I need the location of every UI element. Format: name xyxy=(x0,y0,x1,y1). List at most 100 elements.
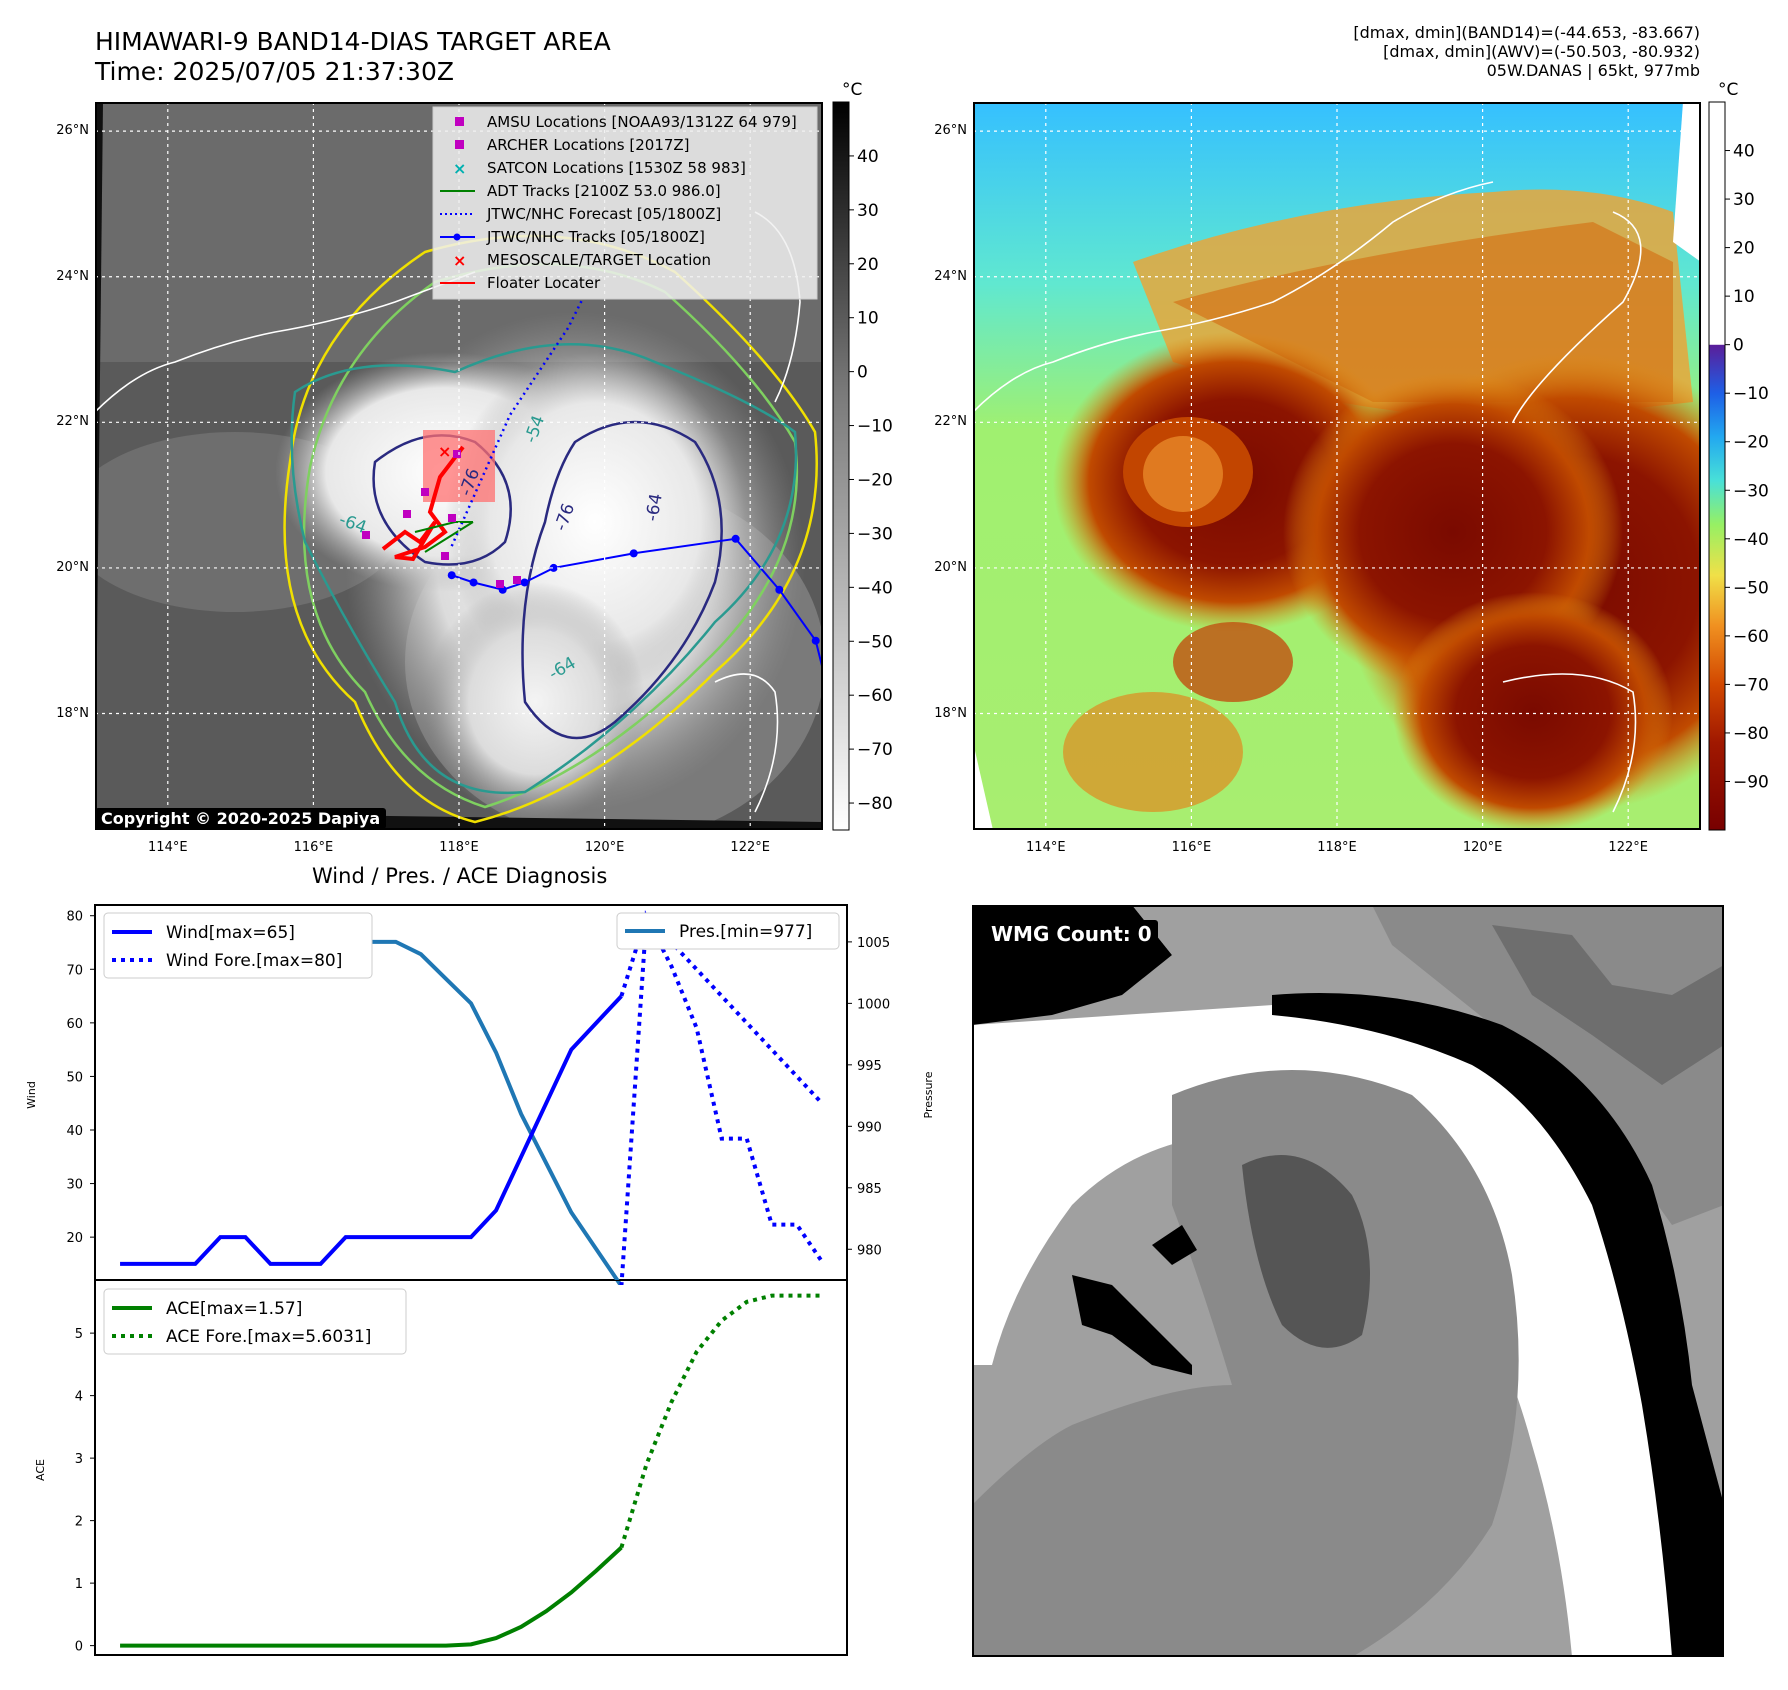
ir-legend-box xyxy=(432,106,818,300)
colorbar-tick-label: −60 xyxy=(1733,627,1769,647)
jtwc-forecast xyxy=(450,298,584,547)
colorbar-tick-label: −40 xyxy=(857,578,893,598)
legend-label: ADT Tracks [2100Z 53.0 986.0] xyxy=(487,182,721,200)
pressure-legend-label: Pres.[min=977] xyxy=(679,922,812,942)
colorbar-tick-label: −50 xyxy=(1733,578,1769,598)
awv-colorbar: °C 40 30 20 10 0 −10 −20 −30 −40 −50 −60 −70 −80 −90 xyxy=(1708,80,1769,831)
wind-tick-label: 50 xyxy=(66,1070,83,1085)
legend-label: SATCON Locations [1530Z 58 983] xyxy=(487,159,746,177)
wmg-panel xyxy=(972,905,1724,1657)
jtwc-track-point xyxy=(731,534,740,543)
ace-tick-label: 2 xyxy=(75,1515,83,1530)
lon-tick-label: 114°E xyxy=(148,840,188,855)
wind-legend: Wind[max=65] Wind Fore.[max=80] xyxy=(103,912,373,979)
pressure-tick-label: 1000 xyxy=(857,997,890,1012)
pressure-tick-label: 1005 xyxy=(857,936,890,951)
ir-mesoscale-target: × xyxy=(438,442,451,461)
contour-teal xyxy=(290,343,798,795)
ace-ylabel: ACE xyxy=(34,1459,47,1481)
pressure-ylabel: Pressure xyxy=(922,1071,935,1118)
ace-tick-label: 3 xyxy=(75,1452,83,1467)
legend-marker: × xyxy=(453,251,466,270)
lon-tick-label: 122°E xyxy=(730,840,770,855)
jtwc-track xyxy=(451,537,823,674)
colorbar-tick-label: 30 xyxy=(1733,190,1755,210)
awv-colorbar-unit: °C xyxy=(1718,80,1738,100)
title-line-2: Time: 2025/07/05 21:37:30Z xyxy=(95,57,454,86)
stats-header: [dmax, dmin](BAND14)=(-44.653, -83.667) … xyxy=(1353,23,1700,80)
wind-ylabel: Wind xyxy=(25,1081,38,1109)
wind-legend-label: Wind[max=65] xyxy=(166,923,295,943)
legend-label: ARCHER Locations [2017Z] xyxy=(487,136,690,154)
legend-label: JTWC/NHC Forecast [05/1800Z] xyxy=(486,205,721,223)
colorbar-tick-label: 30 xyxy=(857,201,879,221)
colorbar-tick-label: −70 xyxy=(857,740,893,760)
lat-tick-label: 22°N xyxy=(56,414,89,430)
wind-tick-label: 20 xyxy=(66,1231,83,1246)
awv-stats: [dmax, dmin](AWV)=(-50.503, -80.932) xyxy=(1383,42,1700,61)
colorbar-tick-label: −80 xyxy=(857,794,893,814)
copyright-badge: Copyright © 2020-2025 Dapiya xyxy=(95,808,387,829)
colorbar-tick-label: −20 xyxy=(1733,433,1769,453)
lon-tick-label: 120°E xyxy=(1462,840,1503,855)
colorbar-tick-label: −30 xyxy=(857,524,893,544)
wind-tick-label: 60 xyxy=(66,1017,83,1032)
lat-tick-label: 18°N xyxy=(934,705,967,721)
colorbar-tick-label: −60 xyxy=(857,686,893,706)
colorbar-tick-label: 20 xyxy=(1733,239,1755,259)
legend-label: AMSU Locations [NOAA93/1312Z 64 979] xyxy=(487,113,797,131)
colorbar-tick-label: −10 xyxy=(1733,384,1769,404)
colorbar-tick-label: −10 xyxy=(857,417,893,437)
lon-tick-label: 114°E xyxy=(1026,840,1066,855)
lat-tick-label: 26°N xyxy=(934,123,967,139)
colorbar-tick-label: 10 xyxy=(1733,287,1755,307)
ir-map-panel: × -64 -76 -54 -76 -64 -64 AMSU Locations… xyxy=(95,102,823,830)
awv-coastline xyxy=(973,181,1494,413)
wmg-count-badge: WMG Count: 0 xyxy=(985,920,1158,948)
wind-pressure-chart: Wind Pressure 20 30 40 50 60 70 80 980 985 990 995… xyxy=(25,904,935,1285)
colorbar-tick-label: 0 xyxy=(1733,336,1744,356)
wind-tick-label: 80 xyxy=(66,910,83,925)
colorbar-tick-label: 40 xyxy=(857,147,879,167)
ir-colorbar-unit: °C xyxy=(842,80,862,100)
coastline-luzon xyxy=(714,673,779,813)
lat-tick-label: 24°N xyxy=(56,268,89,284)
ace-tick-label: 4 xyxy=(75,1390,83,1405)
copyright-text: Copyright © 2020-2025 Dapiya xyxy=(101,809,381,828)
pressure-tick-label: 985 xyxy=(857,1182,882,1197)
lat-tick-label: 24°N xyxy=(934,268,967,284)
diagnosis-title: Wind / Pres. / ACE Diagnosis xyxy=(312,864,608,888)
awv-coastline-taiwan xyxy=(1512,211,1642,423)
legend-marker xyxy=(455,140,464,149)
floater-locater xyxy=(381,445,465,562)
colorbar-tick-label: −50 xyxy=(857,632,893,652)
ir-colorbar: °C 40 30 20 10 0 −10 −20 −30 −40 −50 −60 −70 −80 xyxy=(832,80,893,831)
amsu-markers xyxy=(362,450,521,588)
ace-forecast-line xyxy=(619,1293,822,1549)
wind-tick-label: 70 xyxy=(66,963,83,978)
pressure-legend: Pres.[min=977] xyxy=(616,912,840,950)
ace-tick-label: 1 xyxy=(75,1577,83,1592)
legend-label: JTWC/NHC Tracks [05/1800Z] xyxy=(486,228,705,246)
ace-fore-legend-label: ACE Fore.[max=5.6031] xyxy=(166,1327,371,1347)
colorbar-tick-label: −70 xyxy=(1733,675,1769,695)
colorbar-tick-label: 40 xyxy=(1733,142,1755,162)
colorbar-tick-label: 0 xyxy=(857,363,868,383)
jtwc-track-point xyxy=(520,578,529,587)
jtwc-track-point xyxy=(811,636,820,645)
legend-marker xyxy=(455,117,464,126)
colorbar-tick-label: 20 xyxy=(857,255,879,275)
jtwc-track-point xyxy=(775,585,784,594)
colorbar-tick-label: −20 xyxy=(857,470,893,490)
lat-tick-label: 20°N xyxy=(56,559,89,575)
coastline xyxy=(95,271,476,413)
legend-marker: × xyxy=(453,159,466,178)
legend-label: Floater Locater xyxy=(487,274,601,292)
jtwc-track-point xyxy=(469,578,478,587)
wind-line xyxy=(120,994,623,1266)
wind-fore-legend-label: Wind Fore.[max=80] xyxy=(166,951,342,971)
colorbar-tick-label: −90 xyxy=(1733,772,1769,792)
pressure-tick-label: 995 xyxy=(857,1059,882,1074)
wmg-count-text: WMG Count: 0 xyxy=(991,922,1152,946)
storm-info: 05W.DANAS | 65kt, 977mb xyxy=(1486,61,1700,80)
